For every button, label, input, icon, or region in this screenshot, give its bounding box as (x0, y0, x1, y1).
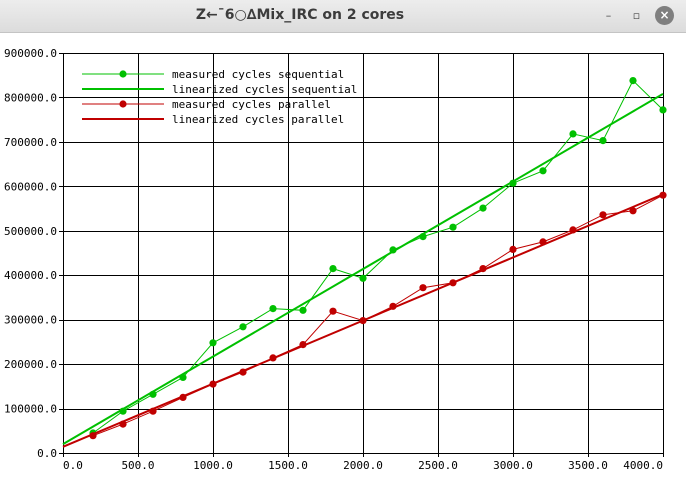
plot-background (0, 33, 686, 481)
x-tick-label: 0.0 (63, 459, 83, 472)
data-point (569, 130, 577, 138)
data-point (239, 323, 247, 331)
data-point (659, 106, 667, 114)
x-tick-label: 2000.0 (343, 459, 383, 472)
x-tick-labels: 0.0 500.0 1000.0 1500.0 2000.0 2500.0 3000.0 35… (63, 459, 663, 472)
legend-label: measured cycles parallel (172, 98, 331, 111)
data-point (509, 245, 517, 253)
legend-swatch-marker (119, 100, 127, 108)
legend-label: linearized cycles sequential (172, 83, 357, 96)
y-tick-label: 900000.0 (4, 47, 57, 60)
y-tick-labels: 0.0 100000.0 200000.0 300000.0 400000.0 50000… (4, 47, 57, 460)
series-line (62, 193, 664, 448)
series-line (62, 93, 664, 445)
x-tick-label: 2500.0 (418, 459, 458, 472)
data-point (269, 305, 277, 313)
legend: measured cycles sequential linearized cyc… (82, 68, 357, 126)
legend-item-2: linearized cycles sequential (82, 83, 357, 96)
legend-item-4: linearized cycles parallel (82, 113, 344, 126)
x-tick-label: 3500.0 (568, 459, 608, 472)
data-point (629, 77, 637, 85)
data-point (599, 137, 607, 145)
y-tick-label: 300000.0 (4, 314, 57, 327)
series-4 (62, 193, 664, 448)
x-tick-label: 500.0 (121, 459, 154, 472)
line-chart: 0.0 500.0 1000.0 1500.0 2000.0 2500.0 3000.0 35… (0, 33, 686, 481)
axes (59, 53, 664, 457)
data-point (419, 284, 427, 292)
x-tick-label: 3000.0 (493, 459, 533, 472)
y-tick-label: 800000.0 (4, 91, 57, 104)
data-point (599, 211, 607, 219)
x-tick-label: 1500.0 (268, 459, 308, 472)
data-point (629, 207, 637, 215)
y-tick-label: 100000.0 (4, 403, 57, 416)
y-tick-label: 400000.0 (4, 269, 57, 282)
y-tick-label: 500000.0 (4, 225, 57, 238)
legend-label: linearized cycles parallel (172, 113, 344, 126)
close-button[interactable]: × (655, 6, 674, 25)
data-point (209, 339, 217, 347)
maximize-button[interactable]: ▫ (632, 9, 641, 22)
series-layer (62, 77, 667, 448)
legend-swatch-marker (119, 70, 127, 78)
data-point (359, 274, 367, 282)
y-tick-label: 0.0 (37, 447, 57, 460)
data-point (539, 167, 547, 175)
data-point (299, 306, 307, 314)
grid-lines (63, 53, 663, 453)
data-point (449, 223, 457, 231)
y-tick-label: 200000.0 (4, 358, 57, 371)
minimize-button[interactable]: – (605, 9, 612, 22)
legend-item-1: measured cycles sequential (82, 68, 344, 81)
legend-item-3: measured cycles parallel (82, 98, 331, 111)
y-tick-label: 700000.0 (4, 136, 57, 149)
x-tick-label: 4000.0 (623, 459, 663, 472)
title-bar[interactable]: Z←¯6○∆Mix_IRC on 2 cores – ▫ × (0, 0, 686, 33)
legend-label: measured cycles sequential (172, 68, 344, 81)
data-point (329, 265, 337, 273)
data-point (479, 204, 487, 212)
series-2 (62, 93, 664, 445)
y-tick-label: 600000.0 (4, 180, 57, 193)
x-tick-label: 1000.0 (193, 459, 233, 472)
window-title: Z←¯6○∆Mix_IRC on 2 cores (195, 7, 405, 23)
data-point (329, 307, 337, 315)
